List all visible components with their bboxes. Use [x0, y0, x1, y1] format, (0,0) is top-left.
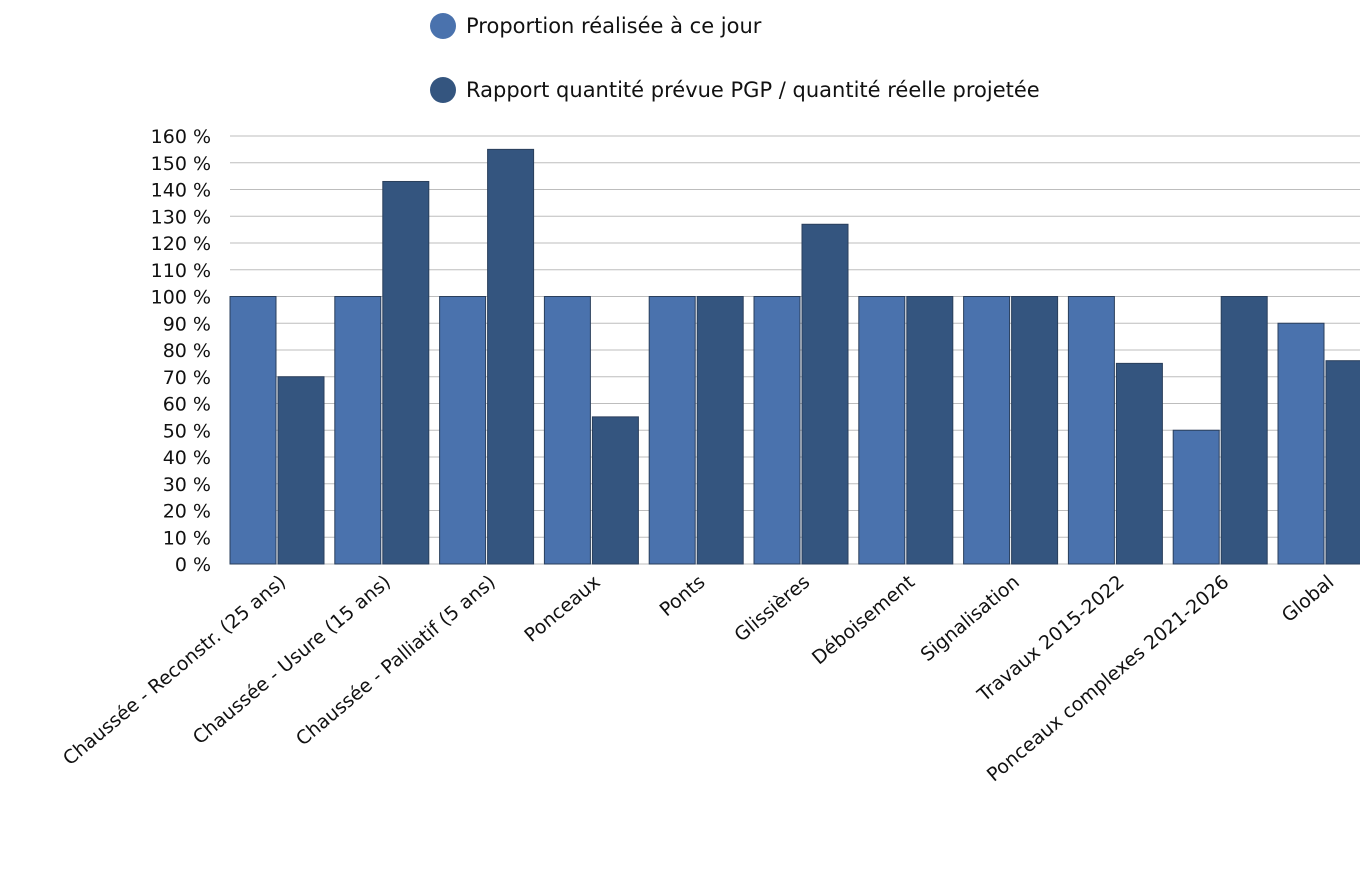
bar-series-2 — [487, 148, 535, 565]
bar-series-1 — [1067, 296, 1115, 565]
x-tick-label: Global — [1278, 571, 1339, 627]
y-tick-label: 40 % — [163, 447, 211, 469]
bar-series-1 — [543, 296, 591, 565]
legend-swatch-series-1 — [430, 13, 456, 39]
x-tick-label: Déboisement — [808, 571, 919, 669]
bar-series-1 — [1172, 429, 1220, 565]
bar-series-2 — [382, 180, 430, 565]
bar-series-2 — [1115, 362, 1163, 565]
y-tick-label: 30 % — [163, 474, 211, 496]
y-tick-label: 120 % — [151, 233, 211, 255]
legend-label-series-2: Rapport quantité prévue PGP / quantité r… — [466, 78, 1040, 102]
y-tick-label: 90 % — [163, 313, 211, 335]
legend-swatch-series-2 — [430, 77, 456, 103]
y-tick-label: 140 % — [151, 180, 211, 202]
bar-series-1 — [439, 296, 487, 565]
bar-series-2 — [277, 376, 325, 565]
bar-series-1 — [648, 296, 696, 565]
y-tick-label: 50 % — [163, 420, 211, 442]
bar-series-2 — [906, 296, 954, 565]
x-tick-label: Chaussée - Palliatif (5 ans) — [292, 571, 500, 750]
y-tick-label: 0 % — [175, 554, 211, 576]
bar-series-2 — [801, 223, 849, 565]
bar-series-2 — [591, 416, 639, 565]
x-tick-label: Chaussée - Reconstr. (25 ans) — [59, 571, 290, 770]
bar-series-2 — [1220, 296, 1268, 565]
x-tick-label: Ponts — [656, 571, 710, 621]
x-tick-label: Ponceaux — [520, 571, 604, 647]
bar-series-2 — [1011, 296, 1059, 565]
y-tick-label: 60 % — [163, 394, 211, 416]
bar-series-1 — [1277, 322, 1325, 565]
y-tick-label: 110 % — [151, 260, 211, 282]
legend-item-series-1: Proportion réalisée à ce jour — [430, 13, 761, 39]
legend-item-series-2: Rapport quantité prévue PGP / quantité r… — [430, 77, 1040, 103]
y-tick-label: 100 % — [151, 287, 211, 309]
y-tick-label: 160 % — [151, 126, 211, 148]
bar-series-1 — [753, 296, 801, 565]
bar-series-1 — [963, 296, 1011, 565]
x-tick-label: Glissières — [730, 571, 814, 646]
y-tick-label: 150 % — [151, 153, 211, 175]
bar-series-2 — [696, 296, 744, 565]
bar-series-1 — [858, 296, 906, 565]
y-tick-label: 20 % — [163, 501, 211, 523]
y-tick-label: 130 % — [151, 206, 211, 228]
x-tick-label: Signalisation — [917, 571, 1024, 666]
y-tick-label: 10 % — [163, 527, 211, 549]
x-tick-label: Chaussée - Usure (15 ans) — [189, 571, 395, 749]
bar-series-1 — [334, 296, 382, 565]
y-tick-label: 80 % — [163, 340, 211, 362]
bar-series-2 — [1325, 360, 1360, 565]
y-tick-label: 70 % — [163, 367, 211, 389]
legend-label-series-1: Proportion réalisée à ce jour — [466, 14, 762, 38]
bar-series-1 — [229, 296, 277, 565]
